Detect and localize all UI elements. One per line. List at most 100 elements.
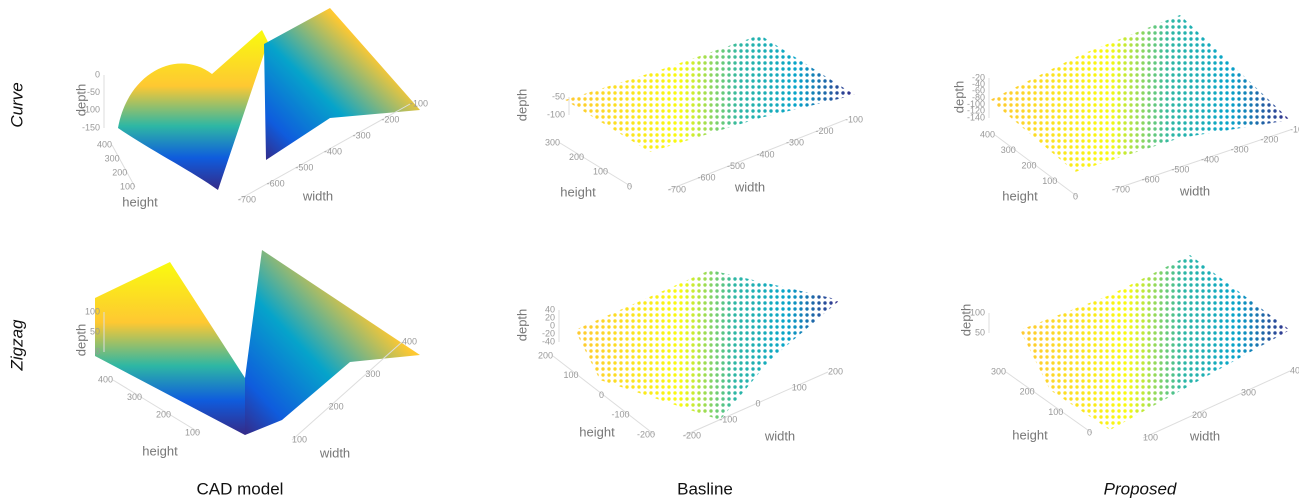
tick-label: -200 (381, 114, 399, 124)
point-cloud (575, 270, 840, 420)
tick-label: -80 (972, 92, 985, 102)
tick-label: 0 (95, 69, 100, 79)
point-cloud (990, 15, 1290, 172)
tick-label: 300 (365, 369, 380, 379)
tick-label: -60 (972, 86, 985, 96)
tick-label: -100 (719, 414, 737, 424)
tick-label: -20 (972, 72, 985, 82)
tick-label: -400 (324, 146, 342, 156)
axis-label: depth (73, 84, 88, 117)
tick-label: 300 (1241, 388, 1256, 398)
tick-label: 200 (1192, 410, 1207, 420)
tick-label: 400 (402, 336, 417, 346)
tick-label: -100 (82, 105, 100, 115)
tick-label: -600 (267, 178, 285, 188)
tick-label: -200 (683, 430, 701, 440)
axis-label: height (579, 424, 615, 439)
tick-label: 0 (1073, 191, 1078, 201)
tick-label: 20 (545, 312, 555, 322)
surfaces (95, 8, 1290, 435)
axis-line (237, 103, 411, 201)
axis-line (111, 144, 136, 188)
tick-label: 50 (975, 327, 985, 337)
tick-label: 400 (980, 129, 995, 139)
axis-line (1005, 371, 1093, 434)
tick-label: 100 (1042, 176, 1057, 186)
point-cloud (565, 35, 855, 152)
axis-label: height (560, 184, 596, 199)
axis-label: width (764, 428, 795, 443)
tick-label: 100 (1143, 432, 1158, 442)
tick-label: -200 (637, 429, 655, 439)
column-label: Basline (677, 479, 733, 498)
axis-label: height (1002, 188, 1038, 203)
axis-line (552, 355, 656, 436)
tick-label: 0 (95, 346, 100, 356)
tick-label: -100 (410, 98, 428, 108)
tick-label: 200 (1020, 387, 1035, 397)
axis-label: depth (514, 89, 529, 122)
tick-label: 0 (550, 320, 555, 330)
surface (264, 8, 420, 160)
tick-label: 100 (792, 382, 807, 392)
tick-label: 300 (127, 392, 142, 402)
axis-label: height (1012, 427, 1048, 442)
tick-label: 200 (569, 152, 584, 162)
tick-label: 200 (1021, 160, 1036, 170)
tick-label: 100 (185, 427, 200, 437)
row-label: Zigzag (7, 319, 26, 372)
column-label: Proposed (1104, 479, 1177, 498)
tick-label: -40 (542, 336, 555, 346)
tick-label: 300 (545, 137, 560, 147)
tick-label: -300 (353, 130, 371, 140)
tick-label: -300 (786, 138, 804, 148)
axis-label: depth (951, 81, 966, 114)
tick-label: 0 (756, 398, 761, 408)
tick-label: -50 (552, 91, 565, 101)
tick-label: 200 (828, 366, 843, 376)
row-label: Curve (7, 82, 26, 127)
axis-line (667, 119, 846, 191)
surface (118, 30, 268, 190)
tick-label: 100 (593, 167, 608, 177)
tick-label: -200 (1260, 134, 1278, 144)
tick-label: -600 (698, 173, 716, 183)
tick-label: 100 (970, 307, 985, 317)
tick-label: -140 (967, 112, 985, 122)
tick-label: 400 (1290, 365, 1299, 375)
axis-line (682, 371, 829, 437)
axis-line (994, 134, 1079, 198)
axis-label: width (319, 445, 350, 460)
tick-label: -200 (816, 126, 834, 136)
tick-label: 300 (105, 153, 120, 163)
tick-label: -100 (1290, 124, 1299, 134)
axis-label: width (1179, 183, 1210, 198)
tick-label: 0 (599, 390, 604, 400)
tick-label: 300 (991, 366, 1006, 376)
tick-label: 100 (85, 306, 100, 316)
tick-label: -120 (967, 106, 985, 116)
axis-label: height (122, 194, 158, 209)
surface (95, 262, 245, 435)
point-cloud (1020, 255, 1290, 430)
tick-label: 0 (1087, 427, 1092, 437)
tick-label: -100 (547, 109, 565, 119)
axis-label: depth (73, 324, 88, 357)
tick-label: 50 (90, 326, 100, 336)
tick-label: -500 (727, 161, 745, 171)
tick-label: -700 (238, 194, 256, 204)
tick-label: -600 (1142, 174, 1160, 184)
tick-label: -700 (668, 184, 686, 194)
tick-label: 400 (97, 139, 112, 149)
tick-label: -500 (295, 162, 313, 172)
tick-label: -100 (611, 410, 629, 420)
tick-label: 300 (1001, 145, 1016, 155)
tick-label: 40 (545, 304, 555, 314)
tick-label: 200 (112, 167, 127, 177)
tick-label: -150 (82, 122, 100, 132)
tick-label: -400 (1201, 154, 1219, 164)
axis-label: width (1189, 428, 1220, 443)
axis-label: width (734, 179, 765, 194)
tick-label: 400 (98, 374, 113, 384)
